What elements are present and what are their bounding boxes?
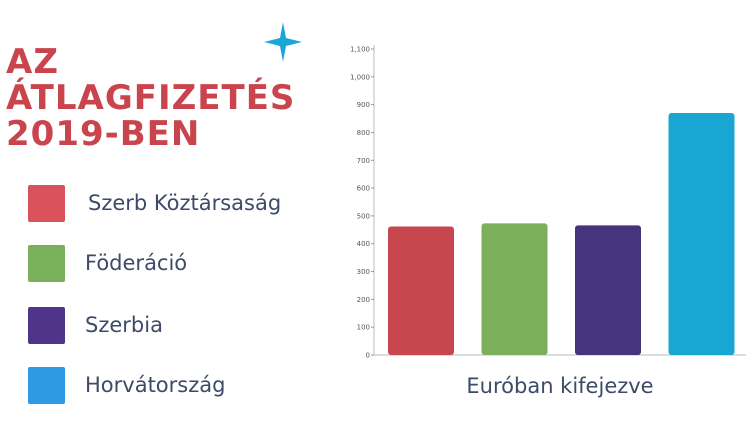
legend-item-szerbia: Szerbia bbox=[28, 305, 163, 345]
y-tick-label: 300 bbox=[357, 268, 370, 276]
chart-title: AZ ÁTLAGFIZETÉS 2019-BEN bbox=[6, 44, 295, 152]
legend-swatch-horvatorszag bbox=[28, 366, 65, 404]
y-tick-label: 800 bbox=[357, 129, 370, 137]
legend-swatch-szerbia bbox=[28, 306, 65, 344]
y-tick-label: 1,100 bbox=[350, 46, 370, 54]
legend-item-foderacio: Föderáció bbox=[28, 243, 187, 283]
title-line-1: AZ bbox=[6, 42, 59, 82]
legend-swatch-szerb-koztarsasag bbox=[28, 184, 65, 222]
y-tick-label: 900 bbox=[357, 101, 370, 109]
bar-3 bbox=[575, 225, 641, 355]
legend-item-szerb-koztarsasag: Szerb Köztársaság bbox=[28, 183, 281, 223]
y-tick-label: 600 bbox=[357, 185, 370, 193]
y-tick-label: 1,000 bbox=[350, 73, 370, 81]
bar-1 bbox=[388, 226, 454, 355]
y-tick-label: 500 bbox=[357, 212, 370, 220]
star-shape bbox=[264, 22, 302, 62]
x-axis-label: Euróban kifejezve bbox=[466, 374, 654, 398]
legend-label-szerb-koztarsasag: Szerb Köztársaság bbox=[88, 191, 282, 215]
y-tick-label: 700 bbox=[357, 157, 370, 165]
legend-label-szerbia: Szerbia bbox=[85, 313, 163, 337]
bar-chart: 0 100 200 300 400 500 600 700 800 900 1,000 1,100 bbox=[350, 45, 746, 360]
legend-label-foderacio: Föderáció bbox=[85, 251, 188, 275]
title-line-3: 2019-BEN bbox=[6, 114, 201, 154]
y-tick-label: 200 bbox=[357, 296, 370, 304]
y-tick-label: 0 bbox=[366, 352, 370, 360]
star-icon bbox=[264, 22, 302, 62]
y-tick-label: 400 bbox=[357, 240, 370, 248]
legend-swatch-foderacio bbox=[28, 244, 65, 282]
legend: Szerb Köztársaság Föderáció Szerbia Horv… bbox=[28, 0, 348, 422]
title-line-2: ÁTLAGFIZETÉS bbox=[6, 78, 296, 118]
bar-4 bbox=[668, 112, 735, 356]
legend-label-horvatorszag: Horvátország bbox=[85, 373, 226, 397]
bar-2 bbox=[481, 223, 548, 355]
y-tick-label: 100 bbox=[357, 324, 370, 332]
legend-item-horvatorszag: Horvátország bbox=[28, 365, 225, 405]
